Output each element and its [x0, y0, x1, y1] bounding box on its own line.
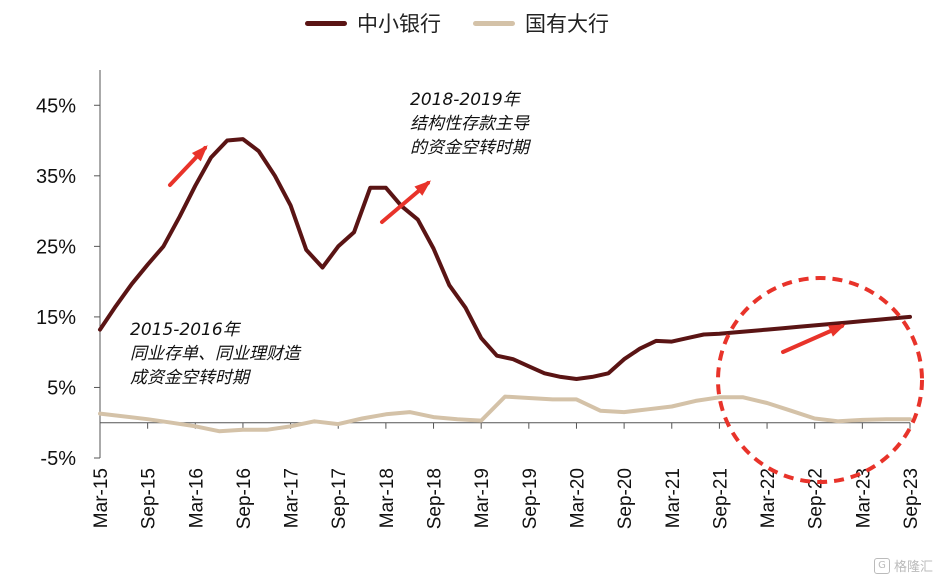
x-tick-label: Sep-16	[234, 468, 255, 529]
legend-swatch	[473, 20, 515, 26]
series-line-big-banks	[98, 394, 912, 434]
x-tick-label: Sep-22	[806, 468, 827, 529]
x-tick-label: Sep-23	[901, 468, 922, 529]
series-line-small-banks	[98, 137, 912, 381]
y-tick-label: 35%	[36, 166, 76, 188]
x-tick-label: Sep-15	[139, 468, 160, 529]
annotation-2018-2019: 2018-2019年 结构性存款主导 的资金空转时期	[410, 90, 529, 158]
watermark-text: 格隆汇	[893, 560, 933, 575]
watermark-logo-icon: G	[873, 557, 890, 574]
x-tick-label: Mar-21	[663, 468, 684, 528]
legend-label: 国有大行	[525, 12, 609, 36]
x-tick-label: Sep-18	[425, 468, 446, 529]
x-tick-label: Mar-23	[853, 468, 874, 528]
highlight-circle	[716, 276, 924, 484]
x-tick-label: Mar-15	[91, 468, 112, 528]
x-tick-label: Mar-20	[567, 468, 588, 528]
x-tick-label: Mar-17	[282, 468, 303, 528]
x-tick-label: Sep-17	[329, 468, 350, 529]
x-tick-label: Mar-16	[186, 468, 207, 528]
legend: 中小银行 国有大行	[305, 8, 627, 38]
x-tick-label: Mar-18	[377, 468, 398, 528]
y-tick-label: 15%	[36, 307, 76, 329]
trend-arrow-head	[828, 324, 846, 337]
y-tick-label: 5%	[47, 377, 76, 399]
x-tick-label: Mar-22	[758, 468, 779, 528]
x-tick-label: Mar-19	[472, 468, 493, 528]
legend-item-small-banks: 中小银行	[305, 8, 441, 38]
legend-item-big-banks: 国有大行	[473, 8, 609, 38]
legend-label: 中小银行	[357, 12, 441, 36]
y-tick-label: 25%	[36, 236, 76, 258]
x-tick-label: Sep-20	[615, 468, 636, 529]
watermark: G 格隆汇	[873, 556, 933, 575]
legend-swatch	[305, 20, 347, 26]
trend-arrow-head	[414, 180, 432, 196]
y-tick-label: -5%	[40, 448, 76, 470]
trend-arrow-head	[191, 145, 208, 162]
x-tick-label: Sep-19	[520, 468, 541, 529]
x-tick-label: Sep-21	[710, 468, 731, 529]
annotation-2015-2016: 2015-2016年 同业存单、同业理财造 成资金空转时期	[130, 320, 300, 388]
y-tick-label: 45%	[36, 95, 76, 117]
